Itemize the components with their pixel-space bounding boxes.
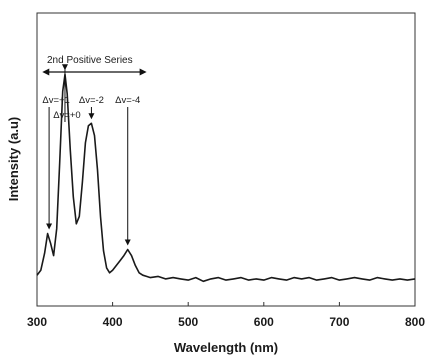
x-tick-label: 400 [103, 315, 123, 329]
x-tick-label: 300 [27, 315, 47, 329]
peak-label: Δv=+1 [42, 95, 69, 106]
peak-label: Δv=+0 [53, 110, 80, 121]
x-tick-label: 600 [254, 315, 274, 329]
x-tick-label: 800 [405, 315, 425, 329]
annotations: Δv=+1 Δv=+0 Δv=-2 Δv=-4 [42, 64, 147, 246]
x-ticks [36, 302, 416, 306]
y-axis-title: Intensity (a.u) [6, 117, 21, 202]
spectrum-line [36, 73, 416, 283]
arrow-head-icon [139, 68, 147, 76]
x-tick-label: 500 [178, 315, 198, 329]
peak-label: Δv=-4 [115, 95, 140, 106]
peak-label: Δv=-2 [79, 95, 104, 106]
plot-frame [36, 12, 416, 307]
x-tick-labels: 300 400 500 600 700 800 [27, 315, 425, 329]
x-tick-label: 700 [329, 315, 349, 329]
arrow-head-icon [61, 64, 68, 71]
arrow-head-icon [88, 113, 95, 120]
arrow-head-icon [42, 68, 50, 76]
x-axis-title: Wavelength (nm) [174, 340, 278, 355]
series-label: 2nd Positive Series [47, 55, 133, 66]
arrow-head-icon [124, 239, 131, 246]
arrow-head-icon [46, 223, 53, 230]
